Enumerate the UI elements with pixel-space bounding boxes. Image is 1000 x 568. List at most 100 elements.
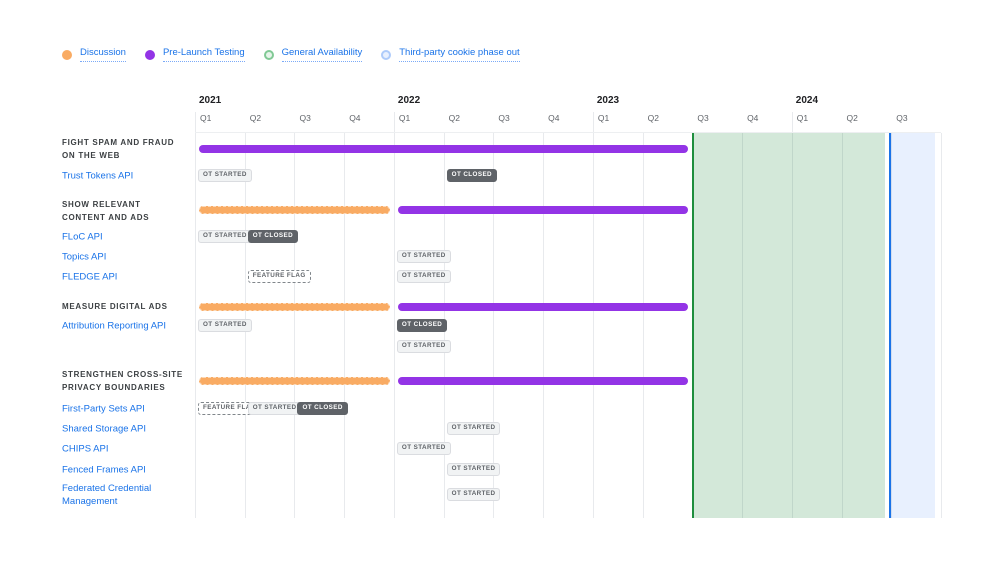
quarter-gridline <box>642 133 644 518</box>
badge-ot-closed: OT CLOSED <box>297 402 348 415</box>
badge-label: OT STARTED <box>401 272 446 280</box>
quarter-gridline <box>891 133 893 518</box>
quarter-gridline <box>841 133 843 518</box>
quarter-label: Q1 <box>200 113 212 123</box>
badge-ot-closed: OT CLOSED <box>396 319 448 332</box>
quarter-label: Q2 <box>448 113 460 123</box>
badge-label: OT STARTED <box>401 252 446 260</box>
quarter-gridline <box>344 133 346 518</box>
api-link-topics-api[interactable]: Topics API <box>62 250 198 263</box>
api-link-trust-tokens-api[interactable]: Trust Tokens API <box>62 169 198 182</box>
section-label-line: PRIVACY BOUNDARIES <box>62 383 166 392</box>
api-link-fenced-frames-api[interactable]: Fenced Frames API <box>62 463 198 476</box>
api-link-fledge-api[interactable]: FLEDGE API <box>62 270 198 283</box>
quarter-gridline <box>543 133 545 518</box>
badge-label: OT CLOSED <box>401 321 443 329</box>
api-link-line: FLEDGE API <box>62 271 118 282</box>
pre-launch-testing-legend-dot-icon <box>144 49 155 60</box>
badge-ot-started: OT STARTED <box>198 319 252 332</box>
section-label-line: STRENGTHEN CROSS-SITE <box>62 370 183 379</box>
api-link-line: Attribution Reporting API <box>62 320 167 331</box>
badge-label: OT STARTED <box>252 404 297 412</box>
bar-discussion <box>199 303 390 311</box>
section-label-line: FIGHT SPAM AND FRAUD <box>62 138 175 147</box>
badge-label: OT STARTED <box>203 232 247 240</box>
legend-label: Pre-Launch Testing <box>162 47 245 62</box>
api-link-floc-api[interactable]: FLoC API <box>62 230 198 243</box>
badge-label: FEATURE FLAG <box>203 404 256 412</box>
badge-label: OT STARTED <box>203 171 247 179</box>
api-link-line: Trust Tokens API <box>62 170 134 181</box>
year-label: 2023 <box>596 95 620 106</box>
badge-ot-started: OT STARTED <box>198 169 252 182</box>
bar-discussion <box>199 377 390 385</box>
badge-label: OT CLOSED <box>252 232 294 240</box>
quarter-label: Q2 <box>249 113 262 123</box>
api-link-line: FLoC API <box>62 231 103 242</box>
legend-label: Third-party cookie phase out <box>399 47 520 62</box>
quarter-label: Q4 <box>548 113 560 123</box>
section-label-fight-spam-and-fraud: FIGHT SPAM AND FRAUD ON THE WEB <box>62 136 198 162</box>
quarter-label: Q3 <box>697 113 709 123</box>
cookie-phase-out-legend-dot-icon <box>381 49 392 60</box>
bar-discussion <box>199 206 390 214</box>
section-label-line: SHOW RELEVANT <box>62 200 141 209</box>
quarter-label: Q1 <box>597 113 610 123</box>
bar-pre-launch-testing <box>199 145 689 153</box>
legend-item-discussion[interactable]: Discussion <box>62 47 126 62</box>
badge-label: OT STARTED <box>203 321 247 329</box>
legend-label: Discussion <box>80 47 126 62</box>
api-link-first-party-sets-api[interactable]: First-Party Sets API <box>62 402 198 415</box>
bar-pre-launch-testing <box>397 377 689 385</box>
section-label-line: MEASURE DIGITAL ADS <box>62 302 168 311</box>
api-link-line: Management <box>62 495 118 507</box>
badge-ot-started: OT STARTED <box>446 463 501 476</box>
quarter-gridline <box>294 133 296 518</box>
general-availability-legend-dot-icon <box>263 49 274 60</box>
badge-ot-started: OT STARTED <box>396 270 451 283</box>
quarter-label: Q4 <box>349 113 361 123</box>
api-link-federated-credential-management[interactable]: Federated Credential Management <box>62 482 198 508</box>
api-link-line: Shared Storage API <box>62 423 146 434</box>
legend-item-general-availability[interactable]: General Availability <box>263 47 363 62</box>
header-underline <box>195 132 941 133</box>
badge-ot-closed: OT CLOSED <box>446 169 497 182</box>
quarter-gridline <box>195 112 196 518</box>
discussion-legend-dot-icon <box>62 49 72 60</box>
api-link-line: Topics API <box>62 251 107 262</box>
bar-pre-launch-testing <box>397 206 689 214</box>
quarter-gridline <box>592 112 594 518</box>
region-general-availability <box>692 133 886 518</box>
quarter-label: Q3 <box>896 113 908 123</box>
legend-item-cookie-phase-out[interactable]: Third-party cookie phase out <box>381 47 520 62</box>
quarter-gridline <box>791 112 793 518</box>
legend: Discussion Pre-Launch Testing General Avai… <box>62 47 520 62</box>
region-cookie-phase-out <box>888 133 935 518</box>
badge-ot-started: OT STARTED <box>198 230 252 243</box>
quarter-label: Q1 <box>796 113 809 123</box>
badge-ot-started: OT STARTED <box>396 339 451 353</box>
badge-label: OT STARTED <box>451 465 496 473</box>
badge-ot-started: OT STARTED <box>446 422 501 435</box>
api-link-chips-api[interactable]: CHIPS API <box>62 442 198 455</box>
badge-ot-started: OT STARTED <box>396 442 451 455</box>
badge-label: OT CLOSED <box>302 404 343 412</box>
year-label: 2021 <box>199 95 222 106</box>
quarter-label: Q3 <box>498 113 510 123</box>
badge-ot-started: OT STARTED <box>396 250 451 263</box>
quarter-gridline <box>393 112 395 518</box>
api-link-line: Fenced Frames API <box>62 464 146 475</box>
api-link-line: First-Party Sets API <box>62 403 145 414</box>
section-label-line: CONTENT AND ADS <box>62 213 150 222</box>
section-label-line: ON THE WEB <box>62 151 121 160</box>
legend-item-pre-launch-testing[interactable]: Pre-Launch Testing <box>144 47 245 62</box>
badge-label: OT STARTED <box>451 424 496 432</box>
badge-ot-started: OT STARTED <box>446 488 501 501</box>
api-link-attribution-reporting-api[interactable]: Attribution Reporting API <box>62 319 198 332</box>
quarter-label: Q2 <box>647 113 659 123</box>
api-link-shared-storage-api[interactable]: Shared Storage API <box>62 422 198 435</box>
quarter-label: Q1 <box>398 113 411 123</box>
quarter-gridline <box>940 133 942 518</box>
quarter-label: Q2 <box>846 113 858 123</box>
